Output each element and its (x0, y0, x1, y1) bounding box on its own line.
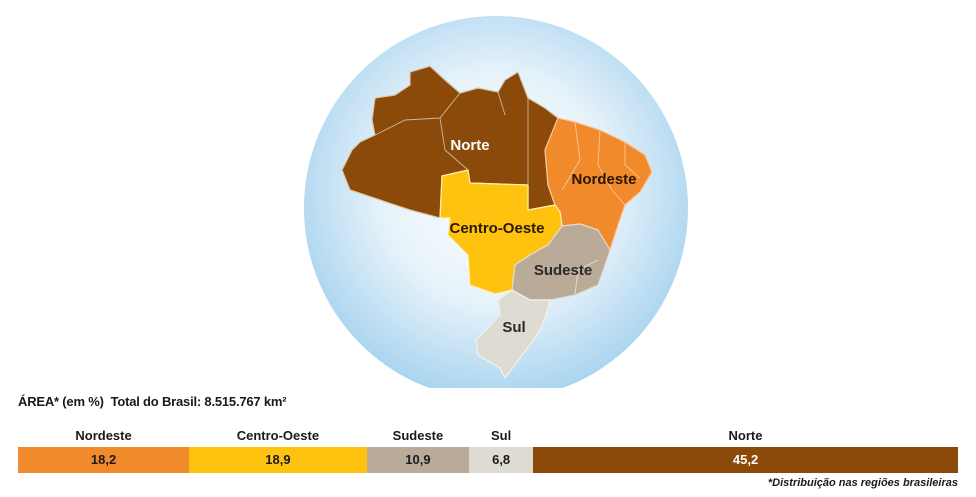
map-region-sudeste (511, 223, 611, 301)
map-label-nordeste: Nordeste (571, 171, 636, 188)
map-label-sudeste: Sudeste (534, 262, 592, 279)
brazil-regions-map: Norte Nordeste Centro-Oeste Sudeste Sul (304, 16, 688, 392)
footnote: *Distribuição nas regiões brasileiras (767, 477, 958, 489)
map-label-sul: Sul (502, 319, 525, 336)
bar-label-norte: Norte (728, 428, 763, 443)
bar-label-nordeste: Nordeste (75, 428, 132, 443)
bar-category-labels: Nordeste Centro-Oeste Sudeste Sul Norte (18, 427, 958, 445)
bar-segment-centro-oeste: 18,9 (189, 447, 367, 473)
bar-segment-sudeste: 10,9 (366, 447, 470, 473)
chart-title: ÁREA* (em %) Total do Brasil: 8.515.767 … (18, 394, 287, 409)
bar-label-centro-oeste: Centro-Oeste (236, 428, 320, 443)
bar-label-sul: Sul (491, 428, 512, 443)
stacked-bar: 18,2 18,9 10,9 6,8 45,2 (18, 447, 958, 473)
map-label-centro-oeste: Centro-Oeste (449, 220, 544, 237)
map-label-norte: Norte (450, 137, 489, 154)
bar-segment-nordeste: 18,2 (18, 447, 190, 473)
map-region-sul (475, 289, 551, 379)
chart-subtitle: Total do Brasil: 8.515.767 km² (110, 394, 287, 409)
bar-segment-norte: 45,2 (533, 447, 958, 473)
bar-label-sudeste: Sudeste (392, 428, 444, 443)
bar-segment-sul: 6,8 (469, 447, 534, 473)
chart-title-area: ÁREA* (em %) (18, 394, 104, 409)
